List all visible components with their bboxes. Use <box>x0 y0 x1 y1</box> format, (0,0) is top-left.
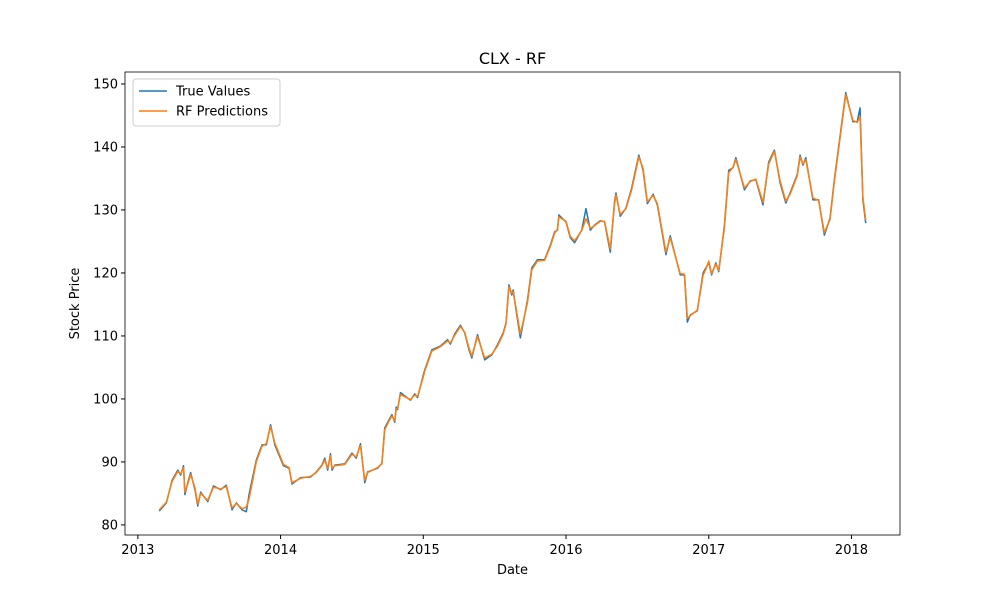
x-tick-label: 2013 <box>121 543 154 558</box>
y-tick-label: 80 <box>101 518 118 533</box>
y-tick-label: 110 <box>93 329 118 344</box>
x-tick-label: 2016 <box>549 543 582 558</box>
y-tick-label: 120 <box>93 266 118 281</box>
x-tick-label: 2014 <box>264 543 297 558</box>
y-tick-label: 150 <box>93 77 118 92</box>
x-tick-label: 2017 <box>692 543 725 558</box>
y-tick-label: 140 <box>93 140 118 155</box>
line-series <box>158 92 867 513</box>
y-tick-label: 100 <box>93 392 118 407</box>
y-tick-label: 130 <box>93 203 118 218</box>
chart-title: CLX - RF <box>479 49 546 68</box>
x-tick-label: 2018 <box>835 543 868 558</box>
x-axis-label: Date <box>497 563 528 578</box>
x-tick-label: 2015 <box>407 543 440 558</box>
line-series <box>158 93 867 511</box>
plot-frame <box>124 71 901 536</box>
legend-label: True Values <box>175 85 250 100</box>
legend-label: RF Predictions <box>176 105 268 120</box>
y-axis-label: Stock Price <box>68 268 83 340</box>
y-tick-label: 90 <box>101 455 118 470</box>
legend-box <box>132 78 281 127</box>
